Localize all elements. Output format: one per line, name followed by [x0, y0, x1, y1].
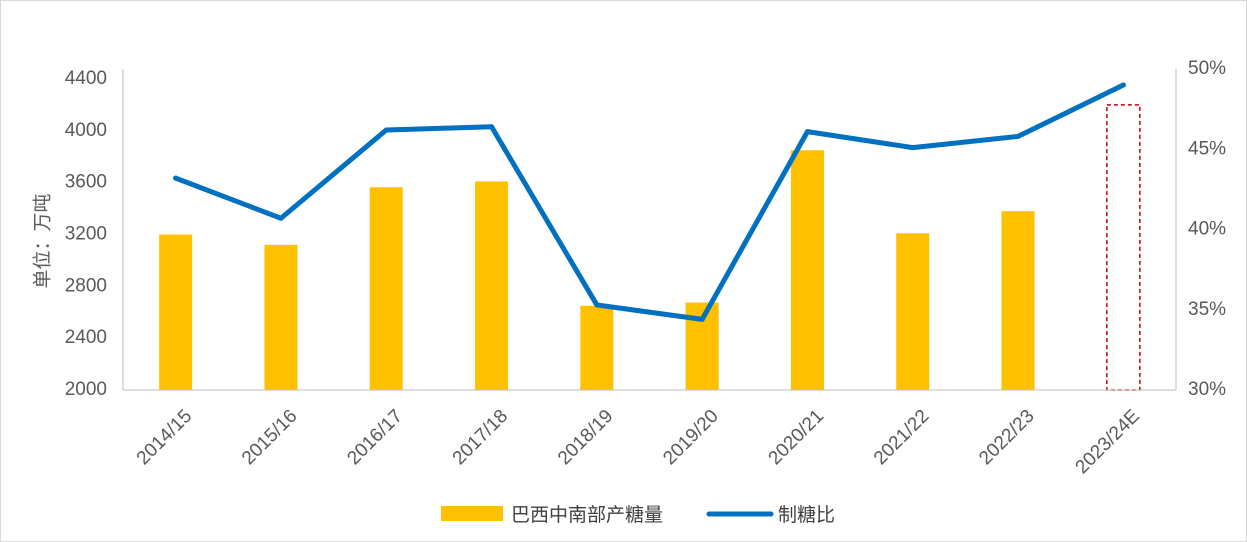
legend-line-label: 制糖比	[778, 504, 835, 526]
line-point	[383, 127, 389, 133]
x-axis-tick-labels: 2014/15 2015/16 2016/17 2017/18 2018/19 2019/…	[133, 406, 1144, 478]
right-tick-label: 40%	[1188, 219, 1226, 240]
estimate-dashed-box	[1106, 104, 1141, 391]
x-tick-label: 2014/15	[133, 406, 196, 469]
estimate-box-group	[1106, 104, 1141, 391]
x-tick-label: 2022/23	[975, 406, 1038, 469]
left-tick-label: 2400	[65, 327, 107, 348]
line-point	[804, 129, 810, 135]
x-tick-label: 2021/22	[870, 406, 933, 469]
line-path	[173, 82, 1126, 322]
left-tick-label: 2000	[65, 379, 107, 400]
bar-series	[159, 150, 1035, 390]
legend-bar-label: 巴西中南部产糖量	[511, 504, 663, 526]
bar	[896, 233, 930, 390]
line-point	[278, 215, 284, 221]
legend-bar-swatch	[441, 506, 503, 521]
right-tick-label: 35%	[1188, 299, 1226, 320]
line-point	[699, 316, 705, 322]
right-tick-label: 30%	[1188, 379, 1226, 400]
bar	[159, 234, 193, 390]
bar	[264, 244, 298, 390]
line-point	[173, 175, 179, 181]
line-point	[489, 124, 495, 130]
line-point	[910, 145, 916, 151]
x-tick-label: 2019/20	[659, 406, 722, 469]
line-series	[173, 82, 1126, 322]
left-tick-label: 2800	[65, 275, 107, 296]
axes	[122, 69, 1177, 391]
left-tick-label: 3200	[65, 224, 107, 245]
x-tick-label: 2017/18	[449, 406, 512, 469]
left-tick-label: 4000	[65, 120, 107, 141]
left-axis-tick-labels: 2000 2400 2800 3200 3600 4000 4400	[65, 68, 107, 400]
x-tick-label: 2018/19	[554, 406, 617, 469]
x-tick-label: 2016/17	[343, 406, 406, 469]
x-tick-label: 2015/16	[238, 406, 301, 469]
x-tick-label: 2020/21	[765, 406, 828, 469]
line-point	[594, 302, 600, 308]
right-tick-label: 50%	[1188, 58, 1226, 79]
left-tick-label: 4400	[65, 68, 107, 89]
y-axis-label: 单位：万吨	[32, 193, 54, 288]
x-tick-label: 2023/24E	[1072, 406, 1144, 478]
line-point	[1015, 133, 1021, 139]
line-point	[1120, 82, 1126, 88]
bar	[1001, 211, 1035, 390]
bar	[790, 150, 824, 390]
right-tick-label: 45%	[1188, 138, 1226, 159]
bar	[580, 305, 614, 390]
legend: 巴西中南部产糖量 制糖比	[441, 504, 835, 526]
bar	[475, 181, 509, 390]
left-tick-label: 3600	[65, 172, 107, 193]
right-axis-tick-labels: 30% 35% 40% 45% 50%	[1188, 58, 1226, 400]
bar	[369, 187, 403, 390]
